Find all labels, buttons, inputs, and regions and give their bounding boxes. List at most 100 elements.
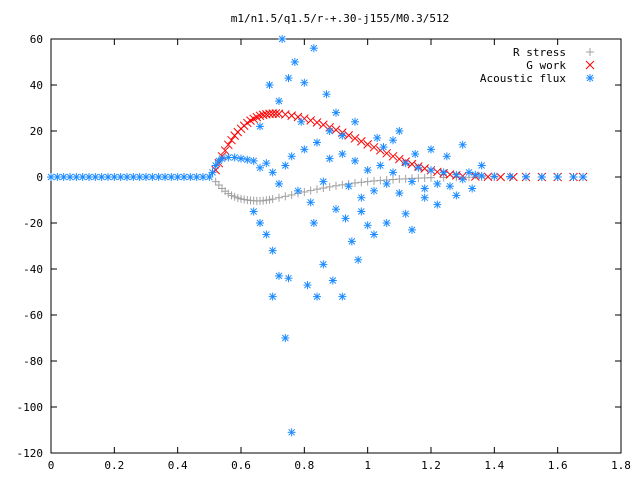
- data-point: [309, 219, 318, 227]
- data-point: [180, 173, 188, 181]
- x-tick-label: 0: [48, 459, 55, 472]
- data-point: [223, 140, 233, 150]
- legend-marker: [585, 60, 595, 70]
- data-point: [256, 122, 264, 131]
- data-point: [446, 182, 454, 191]
- data-point: [477, 161, 486, 170]
- data-point: [382, 219, 391, 227]
- data-point: [300, 187, 309, 196]
- data-point: [220, 146, 230, 155]
- data-point: [313, 185, 321, 194]
- data-point: [148, 173, 157, 181]
- data-point: [208, 168, 217, 177]
- data-point: [350, 134, 360, 143]
- data-point: [401, 209, 410, 218]
- data-point: [433, 200, 442, 209]
- data-point: [395, 127, 404, 135]
- x-tick-label: 1.2: [421, 459, 441, 472]
- y-tick-label: 20: [30, 125, 43, 138]
- data-point: [351, 156, 359, 165]
- x-tick-label: 0.8: [294, 459, 314, 472]
- data-point: [275, 97, 283, 106]
- y-tick-label: -20: [23, 217, 43, 230]
- data-point: [309, 44, 318, 53]
- data-point: [281, 161, 290, 170]
- data-point: [388, 151, 398, 161]
- data-point: [262, 159, 271, 168]
- data-point: [325, 182, 334, 191]
- data-point: [313, 292, 321, 301]
- data-point: [363, 177, 372, 186]
- data-point: [268, 292, 277, 301]
- data-point: [97, 173, 106, 181]
- data-point: [357, 178, 366, 187]
- data-point: [256, 219, 264, 227]
- data-point: [303, 281, 312, 290]
- data-point: [376, 161, 385, 170]
- y-tick-label: -80: [23, 355, 43, 368]
- data-point: [284, 74, 293, 83]
- data-point: [306, 116, 316, 125]
- data-point: [332, 181, 340, 190]
- data-point: [347, 237, 356, 246]
- data-point: [262, 230, 271, 239]
- data-point: [306, 186, 315, 195]
- data-point: [442, 152, 451, 161]
- y-tick-label: -40: [23, 263, 43, 276]
- legend-label: R stress: [513, 46, 566, 59]
- data-point: [477, 171, 486, 180]
- data-point: [331, 125, 341, 135]
- data-point: [553, 173, 562, 181]
- data-point: [468, 184, 477, 193]
- data-point: [420, 193, 429, 202]
- data-point: [427, 166, 435, 175]
- data-point: [281, 192, 290, 201]
- data-point: [287, 428, 296, 437]
- data-point: [252, 112, 262, 122]
- legend-label: G work: [526, 59, 566, 72]
- data-point: [237, 154, 245, 163]
- data-point: [427, 173, 435, 182]
- data-point: [290, 58, 299, 66]
- y-tick-label: -120: [17, 447, 44, 460]
- x-tick-label: 1.4: [484, 459, 504, 472]
- legend-marker: [586, 74, 594, 82]
- data-point: [356, 136, 366, 146]
- data-point: [300, 78, 309, 87]
- data-point: [218, 154, 226, 163]
- data-point: [471, 170, 480, 179]
- data-point: [458, 140, 467, 149]
- data-point: [579, 173, 587, 181]
- data-point: [401, 159, 410, 168]
- data-point: [332, 205, 340, 214]
- data-point: [129, 173, 138, 181]
- legend-marker: [586, 48, 594, 56]
- data-point: [332, 108, 340, 117]
- data-point: [306, 198, 315, 207]
- data-point: [322, 90, 331, 99]
- data-point: [313, 138, 321, 147]
- y-tick-label: 0: [36, 171, 43, 184]
- data-point: [363, 221, 372, 230]
- data-point: [439, 168, 448, 177]
- data-point: [265, 81, 274, 89]
- data-point: [294, 186, 302, 195]
- y-tick-label: 60: [30, 33, 43, 46]
- data-point: [211, 161, 220, 170]
- data-point: [420, 184, 429, 193]
- data-point: [205, 173, 214, 181]
- data-point: [325, 127, 334, 135]
- data-point: [318, 120, 328, 130]
- data-point: [344, 182, 353, 191]
- y-tick-label: 40: [30, 79, 43, 92]
- data-point: [395, 189, 404, 198]
- data-point: [319, 177, 328, 186]
- data-point: [275, 271, 283, 280]
- data-point: [243, 155, 252, 164]
- data-point: [297, 117, 306, 126]
- data-point: [66, 173, 74, 181]
- data-point: [490, 172, 499, 181]
